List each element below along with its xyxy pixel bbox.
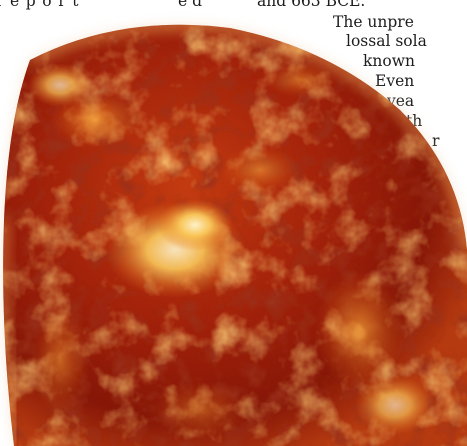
text-fragment-ed: e d xyxy=(178,0,203,10)
wrapped-text-line-1: The unpre xyxy=(333,13,414,31)
wrapped-text-line-7: r xyxy=(432,132,440,150)
wrapped-text-line-2: lossal sola xyxy=(346,32,427,50)
wrapped-text-line-3: known xyxy=(363,52,415,70)
text-fragment-date: and 663 BCE. xyxy=(257,0,366,10)
wrapped-text-line-4: Even xyxy=(375,72,415,90)
text-fragment-report: report xyxy=(0,0,86,10)
